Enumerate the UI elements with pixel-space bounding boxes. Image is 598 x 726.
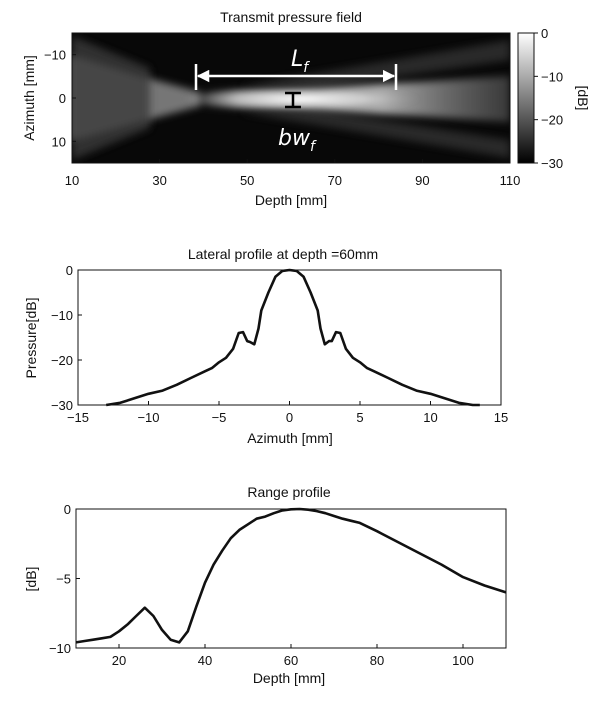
heatmap-x-tick-label: 110 [500, 173, 521, 188]
heatmap-nearfield-side [72, 36, 150, 160]
lateral-y-tick-label: −30 [51, 398, 73, 413]
lateral-title: Lateral profile at depth =60mm [188, 246, 378, 262]
lateral-x-tick-label: 15 [494, 410, 508, 425]
lateral-x-label: Azimuth [mm] [247, 430, 333, 446]
lateral-y-tick-label: 0 [66, 263, 73, 278]
heatmap-y-label: Azimuth [mm] [21, 55, 37, 141]
heatmap-y-ticks: −10 0 10 [44, 48, 76, 149]
lateral-x-tick-label: −15 [67, 410, 89, 425]
range-axes-frame [75, 508, 507, 649]
range-y-tick-label: 0 [64, 502, 71, 517]
lateral-ticks: −15 −10 −5 0 5 10 15 0 −10 −20 −30 [51, 263, 508, 425]
beamwidth-annotation: bwf [278, 91, 317, 155]
range-ticks: 20 40 60 80 100 0 −5 −10 [49, 502, 474, 668]
lateral-x-tick-label: 10 [423, 410, 437, 425]
heatmap-x-tick-label: 90 [415, 173, 429, 188]
heatmap-x-tick-label: 30 [152, 173, 166, 188]
heatmap-image [72, 33, 510, 163]
lateral-x-tick-label: 0 [286, 410, 293, 425]
heatmap-focal-zone [180, 86, 420, 112]
lateral-axes-frame [77, 269, 502, 406]
range-y-tick-label: −5 [56, 572, 71, 587]
colorbar-tick-label: −30 [541, 156, 563, 171]
range-y-label: [dB] [23, 567, 39, 592]
lateral-series-line [105, 268, 480, 407]
focal-length-label: Lf [291, 47, 310, 76]
colorbar [517, 32, 535, 164]
colorbar-tick-label: −10 [541, 69, 563, 84]
range-x-label: Depth [mm] [253, 670, 325, 686]
range-profile-panel: Range profile 20 40 60 80 100 0 −5 −10 Depth [m… [23, 484, 507, 686]
range-x-tick-label: 60 [284, 653, 298, 668]
range-y-tick-label: −10 [49, 641, 71, 656]
lateral-x-tick-label: 5 [356, 410, 363, 425]
heatmap-x-ticks: 10 30 50 70 90 110 [65, 159, 521, 188]
range-title: Range profile [247, 484, 330, 500]
lateral-x-tick-label: −10 [137, 410, 159, 425]
range-x-tick-label: 80 [370, 653, 384, 668]
lateral-y-label: Pressure[dB] [23, 298, 39, 379]
colorbar-ticks: 0 −10 −20 −30 [534, 26, 563, 171]
lateral-y-tick-label: −20 [51, 353, 73, 368]
heatmap-panel: Transmit pressure field Lf [21, 9, 591, 208]
range-x-tick-label: 20 [112, 653, 126, 668]
heatmap-title: Transmit pressure field [220, 9, 362, 25]
colorbar-tick-label: −20 [541, 113, 563, 128]
colorbar-label: [dB] [575, 86, 591, 111]
heatmap-x-tick-label: 70 [328, 173, 342, 188]
lateral-y-tick-label: −10 [51, 308, 73, 323]
colorbar-tick-label: 0 [541, 26, 548, 41]
beamwidth-label: bwf [278, 126, 317, 155]
lateral-x-tick-label: −5 [212, 410, 227, 425]
heatmap-x-label: Depth [mm] [255, 192, 327, 208]
heatmap-y-tick-label: 10 [52, 134, 66, 149]
range-x-tick-label: 100 [452, 653, 474, 668]
heatmap-y-tick-label: 0 [59, 91, 66, 106]
heatmap-x-tick-label: 50 [240, 173, 254, 188]
range-x-tick-label: 40 [198, 653, 212, 668]
heatmap-x-tick-label: 10 [65, 173, 79, 188]
heatmap-sidelobe-lower [240, 110, 510, 158]
focal-length-annotation: Lf [194, 47, 398, 90]
range-series-line [75, 507, 507, 644]
heatmap-y-tick-label: −10 [44, 48, 66, 63]
lateral-profile-panel: Lateral profile at depth =60mm −15 −10 −5 0… [23, 246, 508, 446]
